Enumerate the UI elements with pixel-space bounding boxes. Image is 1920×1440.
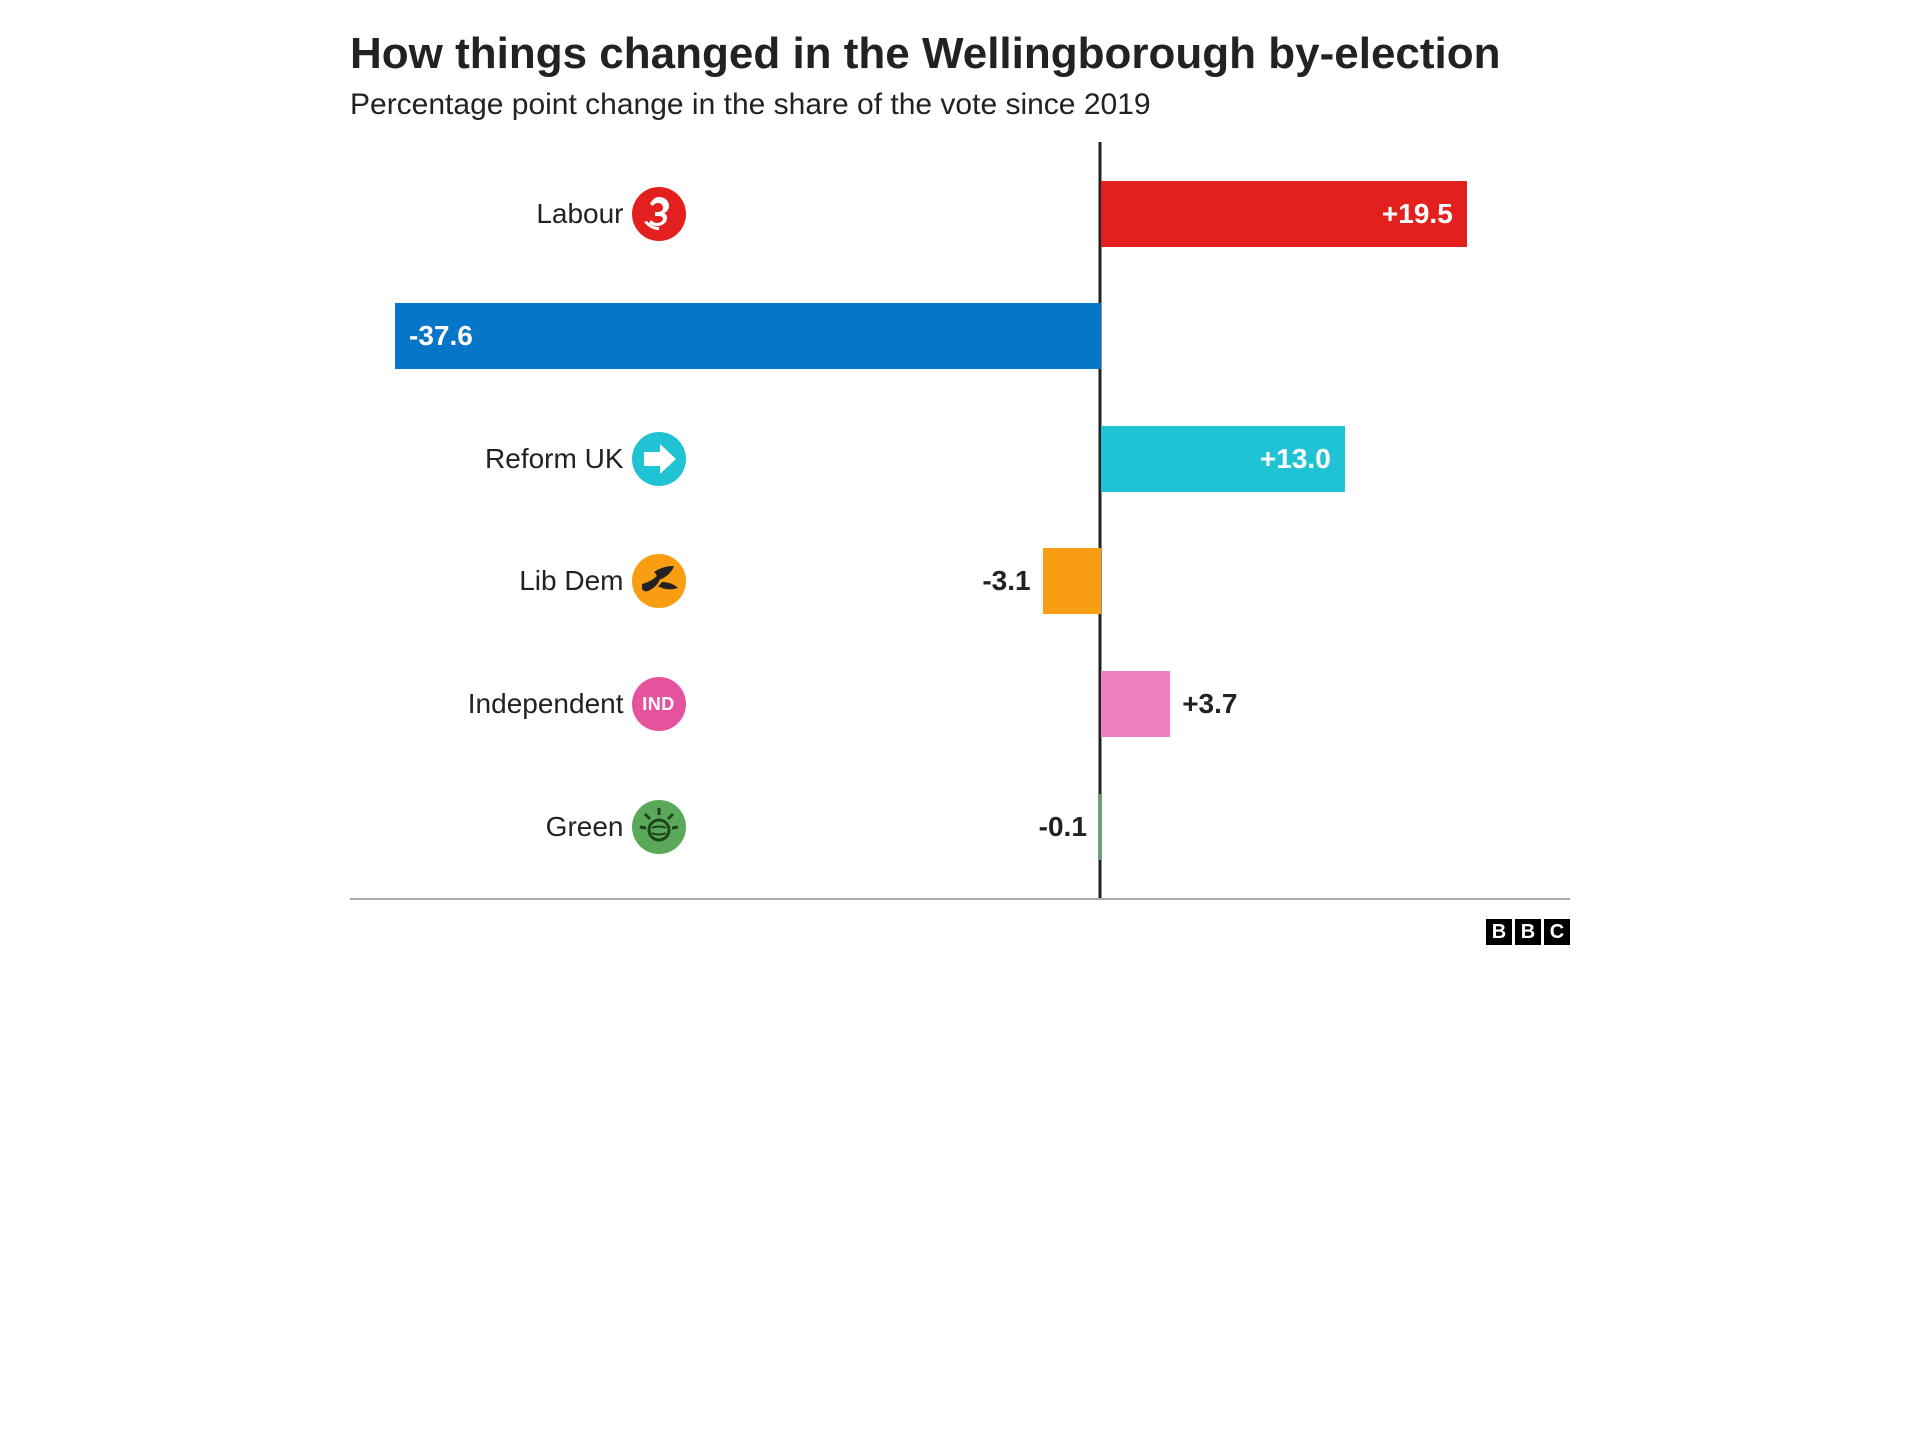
bbc-logo-box: C bbox=[1544, 919, 1570, 945]
bar bbox=[1101, 671, 1170, 737]
party-label-area: Lib Dem bbox=[519, 554, 685, 608]
bar bbox=[1043, 548, 1101, 614]
bar bbox=[1099, 794, 1101, 860]
chart-row: Labour +19.5 bbox=[350, 175, 1570, 253]
chart-area: Labour +19.5 Conservative-37.6 Reform UK +13… bbox=[350, 142, 1570, 900]
ind-icon: IND bbox=[632, 677, 686, 731]
bbc-logo-box: B bbox=[1486, 919, 1512, 945]
party-name: Green bbox=[546, 811, 624, 843]
chart-title: How things changed in the Wellingborough… bbox=[350, 30, 1509, 78]
bbc-logo-box: B bbox=[1515, 919, 1541, 945]
chart-row: Conservative-37.6 bbox=[350, 297, 1570, 375]
labour-icon bbox=[632, 187, 686, 241]
chart-rows: Labour +19.5 Conservative-37.6 Reform UK +13… bbox=[350, 152, 1570, 888]
value-label: -0.1 bbox=[1039, 811, 1087, 843]
party-name: Lib Dem bbox=[519, 565, 623, 597]
value-label: +13.0 bbox=[1260, 443, 1331, 475]
chart-row: Independent IND +3.7 bbox=[350, 665, 1570, 743]
party-label-area: Reform UK bbox=[485, 432, 685, 486]
value-label: -3.1 bbox=[982, 565, 1030, 597]
bar bbox=[395, 303, 1101, 369]
libdem-icon bbox=[632, 554, 686, 608]
party-label-area: Green bbox=[546, 800, 686, 854]
bbc-logo: BBC bbox=[1486, 919, 1570, 945]
value-label: -37.6 bbox=[409, 320, 473, 352]
chart-row: Lib Dem -3.1 bbox=[350, 542, 1570, 620]
value-label: +3.7 bbox=[1182, 688, 1237, 720]
party-name: Independent bbox=[468, 688, 624, 720]
reform-icon bbox=[632, 432, 686, 486]
chart-subtitle: Percentage point change in the share of … bbox=[350, 88, 1570, 122]
chart-row: Green -0.1 bbox=[350, 788, 1570, 866]
party-name: Reform UK bbox=[485, 443, 623, 475]
party-label-area: Independent IND bbox=[468, 677, 686, 731]
chart-row: Reform UK +13.0 bbox=[350, 420, 1570, 498]
value-label: +19.5 bbox=[1382, 198, 1453, 230]
page: How things changed in the Wellingborough… bbox=[320, 0, 1600, 960]
party-name: Labour bbox=[536, 198, 623, 230]
ind-icon-text: IND bbox=[642, 694, 675, 715]
green-icon bbox=[632, 800, 686, 854]
party-label-area: Labour bbox=[536, 187, 685, 241]
